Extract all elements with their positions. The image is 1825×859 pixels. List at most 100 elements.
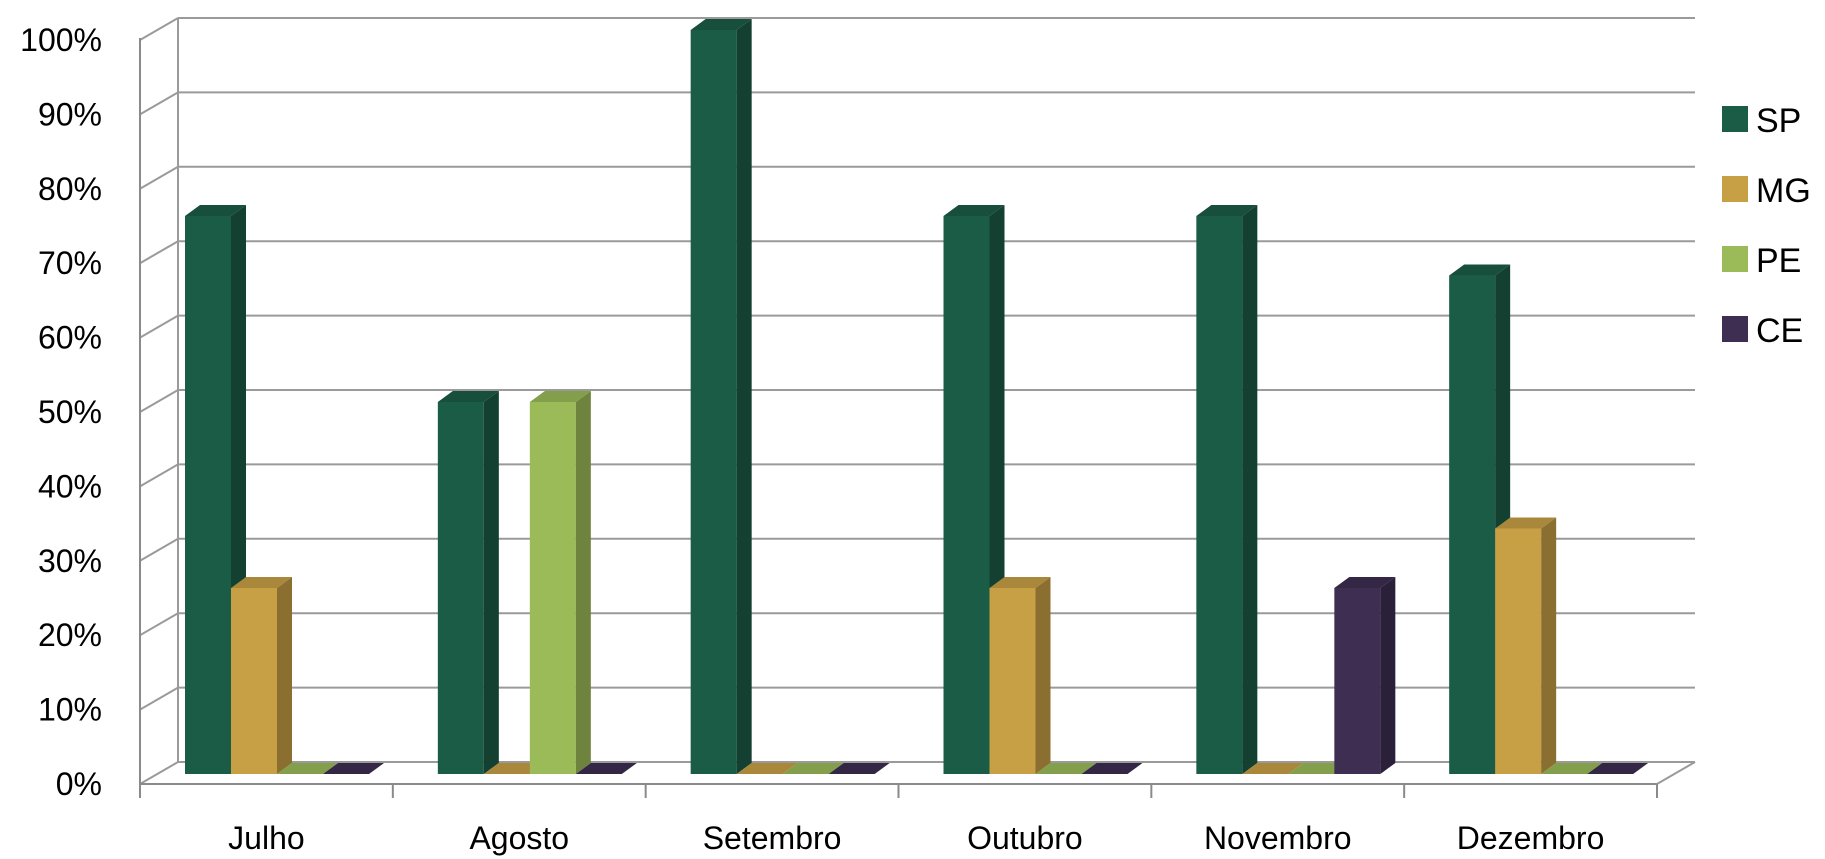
bar-top	[185, 205, 246, 216]
gridline-diagonal	[139, 165, 179, 190]
bar-top	[277, 763, 338, 774]
legend-swatch	[1722, 316, 1748, 342]
bar-top	[1541, 763, 1603, 774]
legend-item-mg: MG	[1722, 172, 1811, 210]
y-tick-label: 90%	[38, 96, 102, 132]
bar-side	[736, 19, 752, 774]
bar-front	[231, 588, 277, 774]
bar-top	[1035, 763, 1097, 774]
bar-ce-outubro	[1081, 763, 1143, 774]
gridlines	[139, 17, 1696, 785]
bar-top	[529, 391, 591, 402]
bar-front	[437, 402, 484, 774]
gridline-diagonal	[139, 389, 179, 413]
x-tick-label: Julho	[228, 820, 305, 856]
y-tick-label: 30%	[38, 543, 102, 579]
legend-label: CE	[1756, 312, 1803, 350]
bar-ce-setembro	[828, 763, 890, 774]
bar-top	[323, 763, 384, 774]
bar-sp-setembro	[690, 19, 752, 774]
bar-top	[782, 763, 844, 774]
bar-top	[1242, 763, 1304, 774]
legend: SP MG PE CE	[1722, 102, 1811, 350]
bar-top	[231, 577, 292, 588]
legend-item-pe: PE	[1722, 242, 1801, 280]
bar-top	[1587, 763, 1649, 774]
axes	[139, 38, 1658, 798]
bar-mg-agosto	[483, 763, 545, 774]
bar-ce-agosto	[575, 763, 637, 774]
gridline-diagonal	[139, 612, 179, 637]
legend-label: MG	[1756, 172, 1811, 210]
bar-pe-dezembro	[1541, 763, 1603, 774]
bar-front	[529, 402, 576, 774]
bar-top	[575, 763, 637, 774]
gridline-diagonal	[139, 537, 179, 562]
bar-sp-agosto	[437, 391, 499, 774]
bar-side	[1035, 577, 1051, 774]
bar-top	[483, 763, 545, 774]
bar-mg-julho	[231, 577, 292, 774]
bar-top	[989, 577, 1051, 588]
y-tick-label: 20%	[38, 617, 102, 653]
bar-mg-dezembro	[1495, 517, 1557, 774]
y-tick-label: 70%	[38, 245, 102, 281]
bar-mg-setembro	[736, 763, 798, 774]
bar-side	[1380, 577, 1396, 774]
bar-front	[1196, 216, 1243, 774]
floor-edge	[1656, 761, 1696, 785]
gridline-diagonal	[139, 314, 179, 339]
legend-label: PE	[1756, 242, 1801, 280]
bar-front	[989, 588, 1036, 774]
bar-side	[1541, 517, 1557, 774]
bar-side	[1242, 205, 1258, 774]
bar-front	[185, 216, 231, 774]
y-tick-label: 0%	[56, 766, 102, 802]
bar-top	[943, 205, 1005, 216]
bar-mg-novembro	[1242, 763, 1304, 774]
bar-front	[1334, 588, 1381, 774]
bar-ce-dezembro	[1587, 763, 1649, 774]
bar-pe-setembro	[782, 763, 844, 774]
bar-pe-julho	[277, 763, 338, 774]
bar-top	[736, 763, 798, 774]
gridline-diagonal	[139, 240, 179, 265]
bar-ce-julho	[323, 763, 384, 774]
bar-top	[1196, 205, 1258, 216]
y-tick-label: 80%	[38, 171, 102, 207]
bar-ce-novembro	[1334, 577, 1396, 774]
bar-top	[828, 763, 890, 774]
y-tick-label: 10%	[38, 692, 102, 728]
gridline-diagonal	[139, 463, 179, 488]
bar-front	[1449, 275, 1496, 774]
legend-swatch	[1722, 176, 1748, 202]
bar-pe-novembro	[1288, 763, 1350, 774]
x-tick-label: Agosto	[469, 820, 569, 856]
y-tick-label: 40%	[38, 468, 102, 504]
x-tick-label: Outubro	[967, 820, 1083, 856]
x-tick-labels: Julho Agosto Setembro Outubro Novembro Dezemb…	[228, 820, 1604, 856]
bar-pe-agosto	[529, 391, 591, 774]
bar-front	[943, 216, 990, 774]
bar-side	[575, 391, 591, 774]
gridline-diagonal	[139, 686, 179, 711]
legend-item-ce: CE	[1722, 312, 1803, 350]
y-tick-label: 60%	[38, 320, 102, 356]
bar-pe-outubro	[1035, 763, 1097, 774]
gridline-diagonal	[139, 17, 179, 41]
x-tick-label: Setembro	[703, 820, 842, 856]
y-tick-label: 100%	[20, 22, 102, 58]
legend-swatch	[1722, 106, 1748, 132]
bar-side	[483, 391, 499, 774]
legend-item-sp: SP	[1722, 102, 1801, 140]
bar-top	[1081, 763, 1143, 774]
x-tick-label: Novembro	[1204, 820, 1352, 856]
bar-mg-outubro	[989, 577, 1051, 774]
bar-top	[1288, 763, 1350, 774]
y-tick-label: 50%	[38, 394, 102, 430]
bar-side	[277, 577, 292, 774]
y-tick-labels: 0% 10% 20% 30% 40% 50% 60% 70% 80% 90% 100%	[20, 22, 102, 802]
x-tick-label: Dezembro	[1457, 820, 1605, 856]
